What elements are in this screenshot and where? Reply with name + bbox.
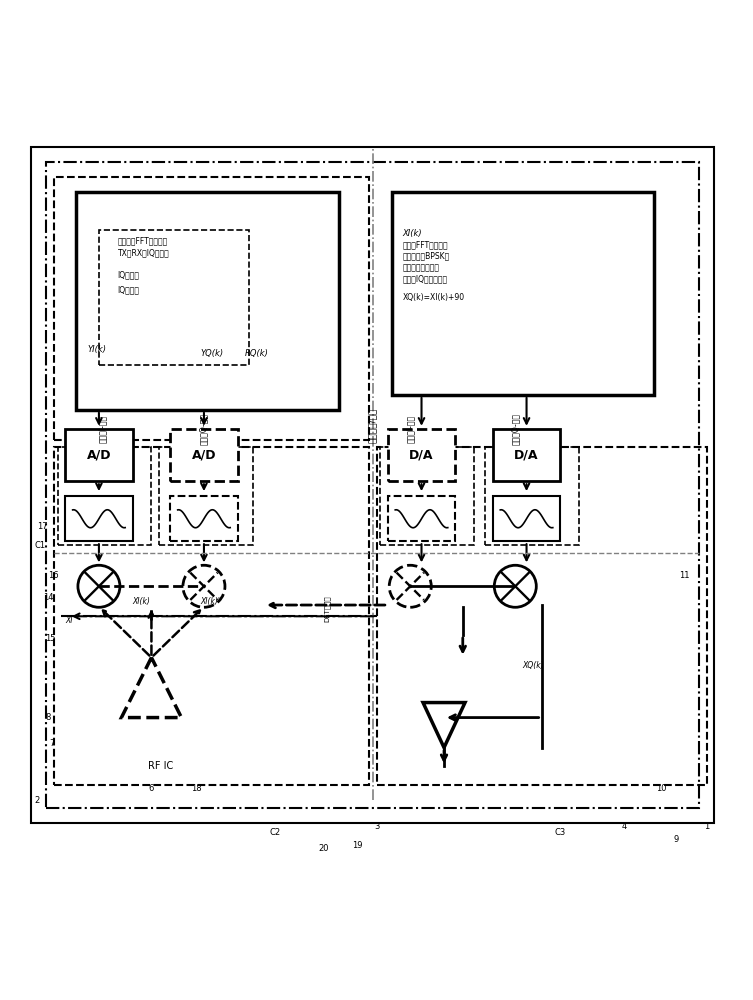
Text: D/A: D/A bbox=[410, 448, 434, 461]
Bar bbox=[54, 177, 369, 440]
Text: D/A: D/A bbox=[514, 448, 539, 461]
Bar bbox=[76, 192, 339, 410]
Text: IQ校准器: IQ校准器 bbox=[117, 285, 139, 294]
Bar bbox=[66, 496, 133, 541]
Text: C2: C2 bbox=[270, 828, 281, 837]
Text: 18: 18 bbox=[191, 784, 202, 793]
Bar bbox=[170, 429, 238, 481]
Bar bbox=[492, 496, 560, 541]
Text: 上产生IQ不平衡估算: 上产生IQ不平衡估算 bbox=[403, 274, 448, 283]
Text: 处添加单个BPSK子: 处添加单个BPSK子 bbox=[403, 252, 450, 261]
Text: 通过在FFT的输入端: 通过在FFT的输入端 bbox=[403, 240, 448, 249]
Bar bbox=[66, 429, 133, 481]
Bar bbox=[54, 447, 369, 785]
Text: XQ(k)=XI(k)+90: XQ(k)=XI(k)+90 bbox=[403, 293, 465, 302]
Text: RQ(k): RQ(k) bbox=[245, 349, 269, 358]
Bar bbox=[47, 162, 699, 808]
Text: DET输出端: DET输出端 bbox=[324, 595, 331, 622]
Text: 接收器I-路径: 接收器I-路径 bbox=[98, 415, 107, 443]
Text: 7: 7 bbox=[50, 739, 55, 748]
Text: 3: 3 bbox=[373, 822, 380, 831]
Text: 1: 1 bbox=[704, 822, 709, 831]
Text: RF IC: RF IC bbox=[148, 761, 173, 771]
Text: 20: 20 bbox=[319, 844, 329, 853]
Text: 11: 11 bbox=[679, 571, 689, 580]
Bar bbox=[492, 429, 560, 481]
Text: C1: C1 bbox=[35, 541, 46, 550]
Text: 发射器I-路径: 发射器I-路径 bbox=[406, 415, 415, 443]
Text: 接收器Q-路径: 接收器Q-路径 bbox=[200, 413, 209, 445]
Bar bbox=[99, 230, 249, 365]
Text: XI: XI bbox=[66, 616, 72, 625]
Text: 4: 4 bbox=[621, 822, 626, 831]
Text: XI(k): XI(k) bbox=[403, 229, 422, 238]
Text: 数字芯片/主机: 数字芯片/主机 bbox=[368, 407, 377, 443]
Text: 16: 16 bbox=[48, 571, 59, 580]
Text: A/D: A/D bbox=[87, 448, 111, 461]
Text: 14: 14 bbox=[44, 593, 54, 602]
Text: 9: 9 bbox=[674, 835, 679, 844]
Text: 15: 15 bbox=[45, 634, 56, 643]
Text: 发射器Q-路径: 发射器Q-路径 bbox=[511, 413, 520, 445]
Text: XQ(k): XQ(k) bbox=[523, 661, 544, 670]
Text: 计算来自FFT输出端的: 计算来自FFT输出端的 bbox=[117, 237, 168, 246]
Text: TX和RX的IQ不平衡: TX和RX的IQ不平衡 bbox=[117, 248, 169, 257]
Text: 6: 6 bbox=[149, 784, 154, 793]
Text: 17: 17 bbox=[38, 522, 48, 531]
Bar bbox=[376, 447, 706, 785]
Bar bbox=[485, 447, 579, 545]
Bar bbox=[170, 496, 238, 541]
Text: YQ(k): YQ(k) bbox=[200, 349, 224, 358]
Text: 19: 19 bbox=[352, 841, 363, 850]
Text: 8: 8 bbox=[45, 713, 50, 722]
Text: IQ补偿器: IQ补偿器 bbox=[117, 270, 139, 279]
Bar bbox=[58, 447, 151, 545]
Text: 10: 10 bbox=[657, 784, 667, 793]
Bar bbox=[392, 192, 654, 395]
Text: 载波，在数字激励: 载波，在数字激励 bbox=[403, 263, 440, 272]
Bar bbox=[388, 496, 456, 541]
Text: XI(k)': XI(k)' bbox=[200, 597, 220, 606]
Text: A/D: A/D bbox=[192, 448, 216, 461]
Text: C3: C3 bbox=[555, 828, 566, 837]
Text: XI(k): XI(k) bbox=[133, 597, 151, 606]
Bar bbox=[159, 447, 253, 545]
Bar bbox=[388, 429, 456, 481]
Text: 2: 2 bbox=[34, 796, 39, 805]
Bar bbox=[380, 447, 474, 545]
Text: YI(k): YI(k) bbox=[87, 345, 107, 354]
